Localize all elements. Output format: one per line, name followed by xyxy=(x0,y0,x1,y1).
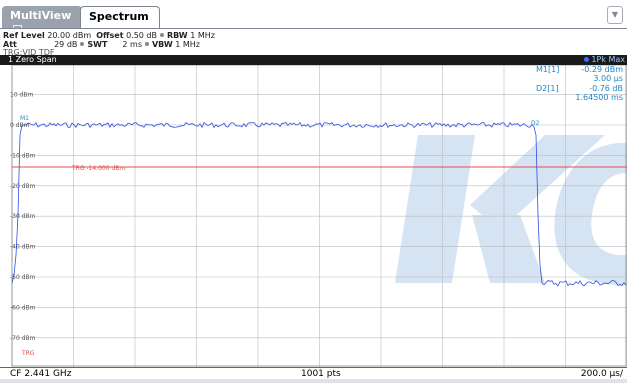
dropdown-icon[interactable]: ▼ xyxy=(607,6,623,24)
y-axis-label: -40 dBm xyxy=(10,244,36,251)
y-axis-label: -10 dBm xyxy=(10,152,36,159)
marker-m1-label: M1[1] xyxy=(536,65,559,74)
settings-row-1: Ref Level 20.00 dBm Offset 0.50 dB RBW 1 … xyxy=(3,31,215,40)
separator-dot xyxy=(160,33,164,37)
marker-d2-time: 1.64500 ms xyxy=(575,93,623,102)
trigger-tag: TRG xyxy=(21,350,35,357)
separator-dot xyxy=(145,42,149,46)
y-axis-label: 10 dBm xyxy=(10,92,33,99)
swt-label: SWT xyxy=(87,40,107,49)
offset-value: 0.50 dB xyxy=(126,31,157,40)
window-title-bar: 1 Zero Span 1Pk Max xyxy=(0,55,627,65)
rbw-label: RBW xyxy=(167,31,188,40)
vbw-label: VBW xyxy=(152,40,173,49)
tab-spectrum-label: Spectrum xyxy=(89,10,149,23)
y-axis-label: -70 dBm xyxy=(10,335,36,342)
swt-value: 2 ms xyxy=(110,40,142,49)
tab-multiview-label: MultiView xyxy=(10,9,71,22)
y-axis-label: 0 dBm xyxy=(10,122,30,129)
y-axis-label: -20 dBm xyxy=(10,183,36,190)
y-axis-label: -60 dBm xyxy=(10,304,36,311)
ref-level-label: Ref Level xyxy=(3,31,45,40)
separator-dot xyxy=(80,42,84,46)
vbw-value: 1 MHz xyxy=(175,40,200,49)
trace-label: 1Pk Max xyxy=(591,55,625,64)
marker-m1-tag[interactable]: M1 xyxy=(20,115,29,122)
settings-panel: Ref Level 20.00 dBm Offset 0.50 dB RBW 1 … xyxy=(0,29,627,55)
window-title: 1 Zero Span xyxy=(8,55,57,65)
marker-m1-time: 3.00 µs xyxy=(593,74,623,83)
tab-bar: MultiView Spectrum ▼ xyxy=(0,0,627,30)
ref-level-value: 20.00 dBm xyxy=(47,31,91,40)
marker-d2-tag[interactable]: D2 xyxy=(531,120,540,127)
tab-multiview[interactable]: MultiView xyxy=(2,6,82,28)
y-axis-label: -30 dBm xyxy=(10,213,36,220)
trigger-line-label: TRG -14.000 dBm xyxy=(71,165,125,172)
marker-m1-level: -0.29 dBm xyxy=(581,65,623,74)
marker-d2-level: -0.76 dB xyxy=(589,84,623,93)
offset-label: Offset xyxy=(96,31,123,40)
tab-spectrum[interactable]: Spectrum xyxy=(80,6,160,28)
zero-span-plot[interactable]: 10 dBm 0 dBm -10 dBm -20 dBm -30 dBm -40 dBm -… xyxy=(0,65,627,367)
trace-indicator: 1Pk Max xyxy=(584,55,625,65)
rbw-value: 1 MHz xyxy=(190,31,215,40)
marker-d2-label: D2[1] xyxy=(536,84,559,93)
status-strip xyxy=(0,379,627,383)
trace-dot-icon xyxy=(584,57,589,62)
